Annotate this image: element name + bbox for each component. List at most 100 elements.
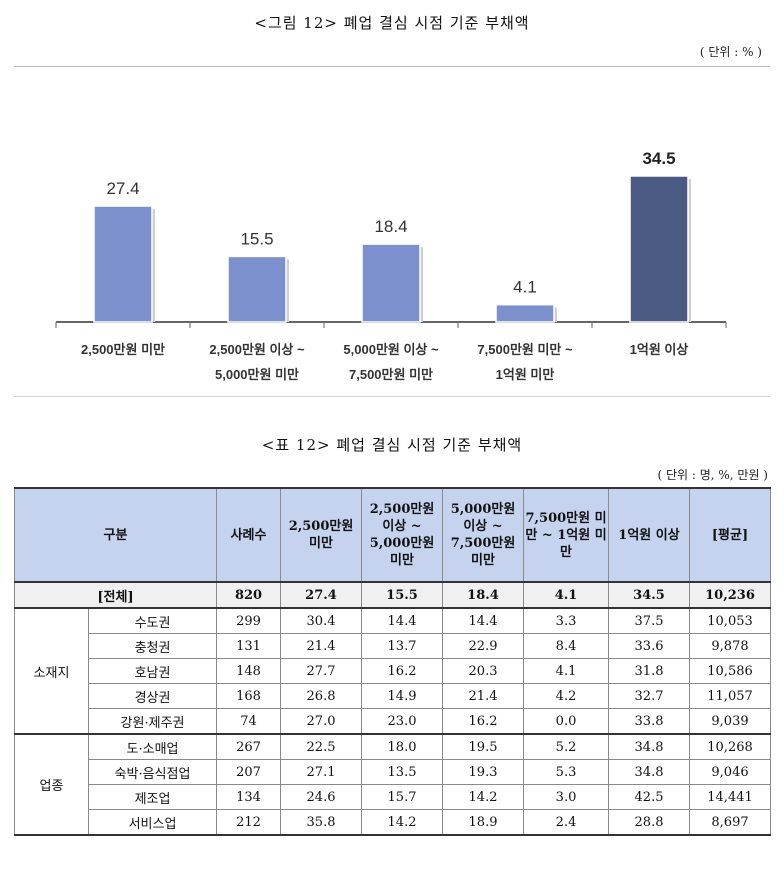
table-row: 소재지 수도권 299 30.4 14.4 14.4 3.3 37.5 10,053 xyxy=(14,607,772,735)
table-cell: 27.0 xyxy=(280,708,363,735)
row-label: 서비스업 xyxy=(87,809,218,836)
table-cell: 21.4 xyxy=(442,683,525,709)
bar-chart: 27.4 2,500만원 미만 15.5 2,500만원 이상 ~ 5,000만원 미만… xyxy=(55,149,727,382)
table-cell: 19.5 xyxy=(442,733,525,760)
data-label: 27.4 xyxy=(106,179,139,198)
table-cell: 22.9 xyxy=(442,633,525,659)
table-cell: 5.3 xyxy=(523,759,610,785)
table-cell: 27.7 xyxy=(280,658,363,684)
table-cell: 10,268 xyxy=(689,733,772,760)
table-cell: 22.5 xyxy=(280,733,363,760)
table-cell: 14.4 xyxy=(442,607,525,634)
table-cell: 134 xyxy=(216,784,282,810)
table-cell: 35.8 xyxy=(280,809,363,836)
table-cell: 14.2 xyxy=(442,784,525,810)
table-cell: 4.1 xyxy=(523,658,610,684)
table-row: 강원·제주권 74 27.0 23.0 16.2 0.0 33.8 9,039 xyxy=(15,708,772,735)
table-cell: 13.5 xyxy=(361,759,444,785)
row-label: 경상권 xyxy=(87,683,218,709)
table-cell: 131 xyxy=(216,633,282,659)
table-cell: 21.4 xyxy=(280,633,363,659)
bar xyxy=(227,255,287,323)
table-cell: 4.2 xyxy=(523,683,610,709)
table-cell: 10,586 xyxy=(689,658,772,684)
table-cell: 820 xyxy=(216,581,282,609)
table-cell: 8.4 xyxy=(523,633,610,659)
data-label: 4.1 xyxy=(513,278,537,297)
table-cell: 10,053 xyxy=(689,607,772,634)
table-cell: 18.9 xyxy=(442,809,525,836)
table-cell: 18.0 xyxy=(361,733,444,760)
row-label: 호남권 xyxy=(87,658,218,684)
table-cell: 28.8 xyxy=(608,809,691,836)
table-header-row: 구분 사례수 2,500만원 미만 2,500만원 이상 ~ 5,000만원 미만 5,… xyxy=(13,487,772,583)
row-label: 강원·제주권 xyxy=(87,708,218,735)
bar xyxy=(495,303,555,323)
table-cell: 42.5 xyxy=(608,784,691,810)
table-cell: 34.8 xyxy=(608,759,691,785)
table-cell: 9,878 xyxy=(689,633,772,659)
table-cell: 299 xyxy=(216,607,282,634)
bar xyxy=(629,175,689,323)
table-title: <표 12> 폐업 결심 시점 기준 부채액 xyxy=(261,436,523,454)
table-cell: 212 xyxy=(216,809,282,836)
header-50m-75m: 5,000만원 이상 ~ 7,500만원 미만 xyxy=(442,487,525,583)
category-label: 7,500만원 미만 xyxy=(349,367,433,382)
row-label: 수도권 xyxy=(87,607,218,634)
category-label: 2,500만원 미만 xyxy=(81,342,165,357)
header-category: 구분 xyxy=(13,487,218,583)
header-under-25m: 2,500만원 미만 xyxy=(280,487,363,583)
table-row: 제조업 134 24.6 15.7 14.2 3.0 42.5 14,441 xyxy=(15,784,772,810)
header-average: [평균] xyxy=(689,487,772,583)
table-cell: 5.2 xyxy=(523,733,610,760)
table-cell: 18.4 xyxy=(442,581,525,609)
table-cell: 14.9 xyxy=(361,683,444,709)
group-label: 소재지 xyxy=(14,607,89,735)
category-label: 1억원 이상 xyxy=(630,342,689,357)
table-cell: 15.7 xyxy=(361,784,444,810)
data-label: 18.4 xyxy=(374,217,407,236)
table-row: 숙박·음식점업 207 27.1 13.5 19.3 5.3 34.8 9,046 xyxy=(15,759,772,785)
table-row: 서비스업 212 35.8 14.2 18.9 2.4 28.8 8,697 xyxy=(15,809,772,836)
table-cell: 4.1 xyxy=(523,581,610,609)
table-cell: 32.7 xyxy=(608,683,691,709)
bar xyxy=(361,243,421,323)
table-cell: 13.7 xyxy=(361,633,444,659)
figure-unit: ( 단위 : % ) xyxy=(699,45,762,59)
category-label: 2,500만원 이상 ~ xyxy=(209,342,305,357)
category-label: 5,000만원 미만 xyxy=(215,367,299,382)
table-cell: 16.2 xyxy=(442,708,525,735)
table-row: 경상권 168 26.8 14.9 21.4 4.2 32.7 11,057 xyxy=(15,683,772,709)
table-cell: 27.4 xyxy=(280,581,363,609)
table-cell: 37.5 xyxy=(608,607,691,634)
table-unit: ( 단위 : 명, %, 만원 ) xyxy=(657,468,768,482)
table-cell: 27.1 xyxy=(280,759,363,785)
data-label: 15.5 xyxy=(240,229,273,248)
figure-top-rule xyxy=(14,66,770,67)
table-cell: 148 xyxy=(216,658,282,684)
table-cell: 3.3 xyxy=(523,607,610,634)
table-cell: 23.0 xyxy=(361,708,444,735)
category-label: 7,500만원 미만 ~ xyxy=(477,342,573,357)
table-cell: 34.5 xyxy=(608,581,691,609)
table-cell: 30.4 xyxy=(280,607,363,634)
table-cell: 24.6 xyxy=(280,784,363,810)
table-cell: 34.8 xyxy=(608,733,691,760)
category-label: 1억원 미만 xyxy=(496,367,555,382)
header-75m-100m: 7,500만원 미만 ~ 1억원 미만 xyxy=(523,487,610,583)
table-cell: 11,057 xyxy=(689,683,772,709)
header-over-100m: 1억원 이상 xyxy=(608,487,691,583)
table-cell: 8,697 xyxy=(689,809,772,836)
data-label: 34.5 xyxy=(642,149,675,168)
table-cell: 168 xyxy=(216,683,282,709)
table-cell: 74 xyxy=(216,708,282,735)
table-cell: 26.8 xyxy=(280,683,363,709)
header-25m-50m: 2,500만원 이상 ~ 5,000만원 미만 xyxy=(361,487,444,583)
table-cell: 33.6 xyxy=(608,633,691,659)
table-cell: 207 xyxy=(216,759,282,785)
table-row-total: [전체] 820 27.4 15.5 18.4 4.1 34.5 10,236 xyxy=(13,581,772,609)
table-cell: 31.8 xyxy=(608,658,691,684)
table-cell: 14.4 xyxy=(361,607,444,634)
table-cell: 16.2 xyxy=(361,658,444,684)
table-row: 충청권 131 21.4 13.7 22.9 8.4 33.6 9,878 xyxy=(15,633,772,659)
